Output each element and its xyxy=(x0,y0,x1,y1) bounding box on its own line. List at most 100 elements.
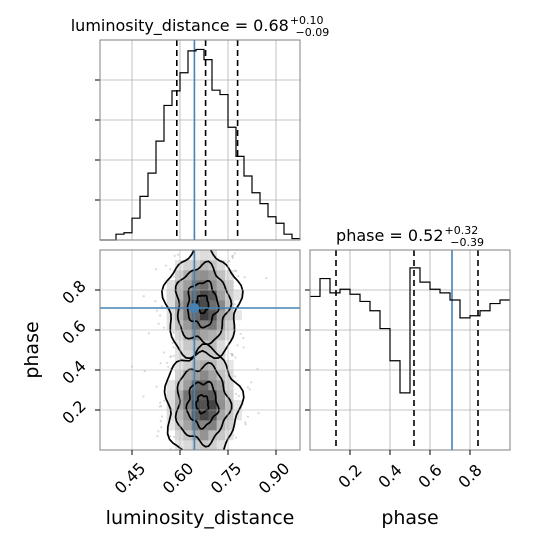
density-cell xyxy=(166,420,176,431)
density-cell xyxy=(183,330,192,341)
sample-point xyxy=(167,365,170,368)
sample-point xyxy=(242,337,245,340)
density-cell xyxy=(175,270,184,281)
density-cell xyxy=(216,340,226,351)
density-cell xyxy=(200,340,209,351)
luminosity-distance-axis-label: luminosity_distance xyxy=(106,507,295,529)
density-cell xyxy=(208,340,217,351)
density-cell xyxy=(175,360,184,371)
sample-point xyxy=(257,411,260,415)
luminosity-distance-xticks: 0.45 0.60 0.75 0.90 xyxy=(111,450,293,497)
sample-point xyxy=(157,322,160,325)
contour-line xyxy=(163,343,245,450)
xtick-label: 0.4 xyxy=(374,460,405,491)
density-cell xyxy=(191,430,201,441)
density-cell xyxy=(183,400,192,411)
density-cell xyxy=(216,290,226,301)
sample-point xyxy=(231,256,234,260)
sample-point xyxy=(161,305,164,308)
luminosity-distance-histogram-grid xyxy=(100,40,300,240)
contour-line xyxy=(186,279,220,329)
sample-point xyxy=(234,356,237,359)
phase-quantile-lines xyxy=(335,250,479,450)
sample-point xyxy=(163,326,166,329)
sample-point xyxy=(239,332,242,335)
sample-point xyxy=(231,352,234,356)
density-cell xyxy=(183,340,192,351)
sample-point xyxy=(154,268,158,271)
density-cell xyxy=(208,290,217,301)
joint-density-truth-lines xyxy=(100,250,300,450)
xtick-label: 0.2 xyxy=(334,460,365,491)
density-cell xyxy=(216,280,226,291)
density-cell xyxy=(191,420,201,431)
density-cell xyxy=(166,300,176,311)
contour-line xyxy=(161,250,244,360)
phase-histogram xyxy=(310,267,510,394)
density-cell xyxy=(200,260,209,271)
density-cell xyxy=(216,430,226,441)
density-cell xyxy=(200,390,209,401)
sample-point xyxy=(142,295,145,298)
density-cell xyxy=(208,270,217,281)
sample-point xyxy=(256,367,259,370)
density-cell xyxy=(200,310,209,321)
sample-point xyxy=(250,381,253,384)
sample-point xyxy=(156,309,159,312)
phase-histogram-frame xyxy=(309,249,511,451)
sample-point xyxy=(169,435,172,438)
density-cell xyxy=(183,380,192,391)
density-cell xyxy=(208,440,217,450)
sample-point xyxy=(173,254,176,257)
xtick-label: 0.8 xyxy=(454,460,485,491)
density-cell xyxy=(191,370,201,381)
sample-point xyxy=(265,277,268,280)
density-cell xyxy=(191,290,201,301)
sample-point xyxy=(173,275,176,278)
sample-point xyxy=(147,332,150,335)
density-cell xyxy=(200,430,209,441)
density-cell xyxy=(200,250,209,261)
sample-point xyxy=(160,415,164,418)
density-cell xyxy=(166,280,176,291)
sample-point xyxy=(162,351,165,354)
sample-point xyxy=(173,435,176,439)
density-cell xyxy=(183,290,192,301)
density-cell xyxy=(191,340,201,351)
density-cell xyxy=(191,250,201,261)
sample-point xyxy=(237,275,240,278)
sample-point xyxy=(244,423,247,426)
density-cell xyxy=(216,300,226,311)
density-cell xyxy=(200,300,209,311)
density-cell xyxy=(216,370,226,381)
density-cell xyxy=(175,370,184,381)
sample-point xyxy=(233,269,237,272)
joint-density-grid xyxy=(100,250,300,450)
sample-point xyxy=(159,362,162,365)
sample-point xyxy=(172,331,175,334)
density-cell xyxy=(191,260,201,271)
density-cell xyxy=(225,430,234,441)
ytick-label: 0.2 xyxy=(58,396,89,427)
sample-point xyxy=(235,392,238,395)
density-cell xyxy=(200,350,209,361)
sample-point xyxy=(246,415,249,418)
sample-point xyxy=(234,375,237,378)
sample-point xyxy=(228,259,231,263)
contour-line xyxy=(185,380,220,430)
joint-density-frame xyxy=(99,249,301,451)
contour-line xyxy=(195,394,210,415)
ytick-label: 0.6 xyxy=(58,316,89,347)
density-cell xyxy=(191,360,201,371)
sample-point xyxy=(143,370,146,373)
density-cell xyxy=(183,280,192,291)
phase-histogram-panel: 0.2 0.4 0.6 0.8 phase = 0.52+0.32 −0.39 phas… xyxy=(305,224,511,529)
sample-point xyxy=(155,385,158,388)
density-cell xyxy=(208,430,217,441)
density-cell xyxy=(175,380,184,391)
density-cell xyxy=(200,400,209,411)
density-cell xyxy=(233,310,242,321)
density-cell xyxy=(225,410,234,421)
sample-point xyxy=(158,405,161,408)
density-cell xyxy=(225,300,234,311)
